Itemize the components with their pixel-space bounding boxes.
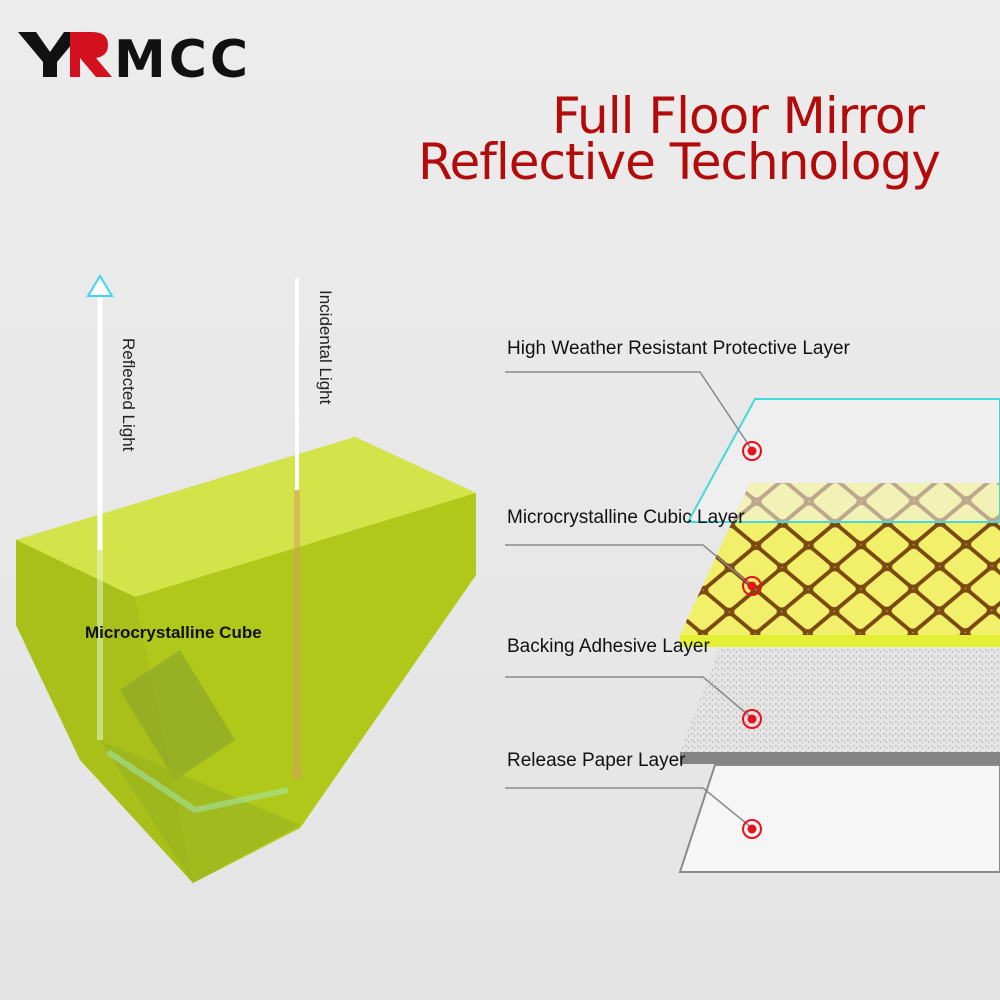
layer-label-microcrystalline: Microcrystalline Cubic Layer — [507, 507, 745, 528]
layer-release-paper — [678, 764, 1000, 873]
layer-backing-adhesive — [680, 648, 1000, 764]
brand-logo: MCC — [18, 30, 248, 90]
svg-text:MCC: MCC — [114, 30, 248, 90]
microcrystalline-cube — [16, 437, 476, 883]
title-line-1: Full Floor Mirror — [552, 87, 925, 145]
layer-protective — [686, 398, 1000, 523]
leader-lines — [505, 371, 753, 829]
title-line-2: Reflective Technology — [418, 133, 941, 191]
incidental-light-label: Incidental Light — [316, 290, 335, 405]
layer-label-backing-adhesive: Backing Adhesive Layer — [507, 636, 710, 657]
reflected-light-label: Reflected Light — [119, 338, 138, 452]
target-dot-icon — [742, 441, 762, 839]
cube-label: Microcrystalline Cube — [85, 623, 262, 642]
layer-label-protective: High Weather Resistant Protective Layer — [507, 338, 850, 359]
light-path-inside — [97, 490, 304, 814]
reflected-light-arrow — [86, 274, 114, 550]
layer-label-release-paper: Release Paper Layer — [507, 750, 686, 771]
